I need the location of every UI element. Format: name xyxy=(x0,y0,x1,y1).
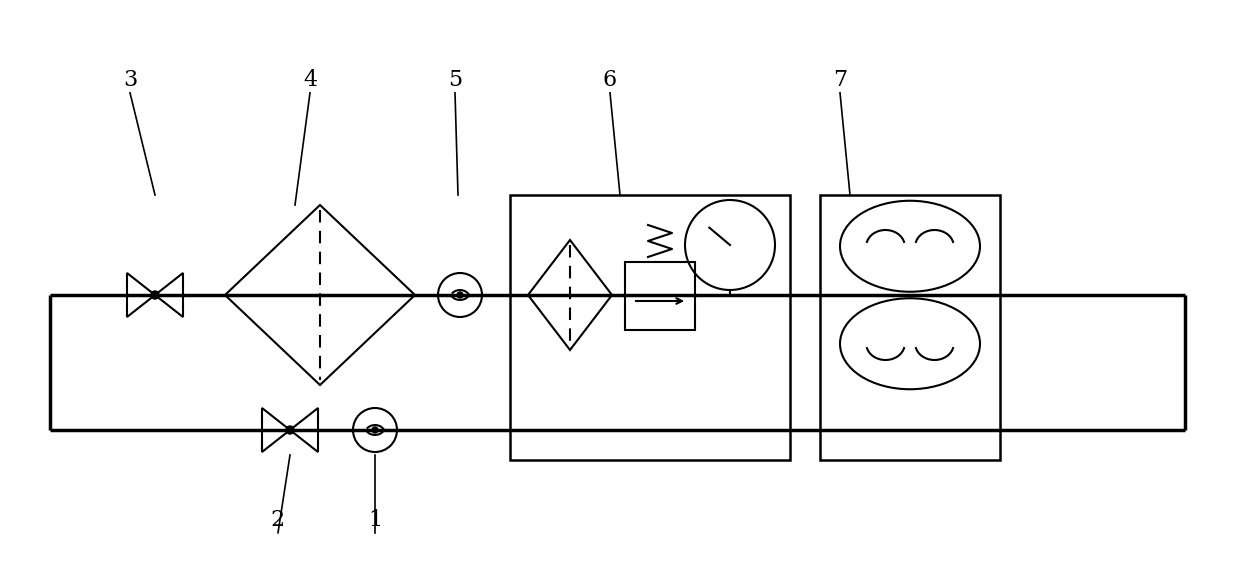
Circle shape xyxy=(372,427,378,433)
Text: 7: 7 xyxy=(833,69,847,91)
Circle shape xyxy=(458,292,463,298)
Text: 2: 2 xyxy=(270,509,285,531)
Text: 3: 3 xyxy=(123,69,138,91)
Bar xyxy=(625,262,694,330)
Circle shape xyxy=(151,291,159,299)
Text: 4: 4 xyxy=(303,69,317,91)
Bar xyxy=(510,195,790,460)
Circle shape xyxy=(286,426,294,434)
Text: 5: 5 xyxy=(448,69,463,91)
Text: 1: 1 xyxy=(368,509,382,531)
Text: 6: 6 xyxy=(603,69,618,91)
Bar xyxy=(820,195,999,460)
